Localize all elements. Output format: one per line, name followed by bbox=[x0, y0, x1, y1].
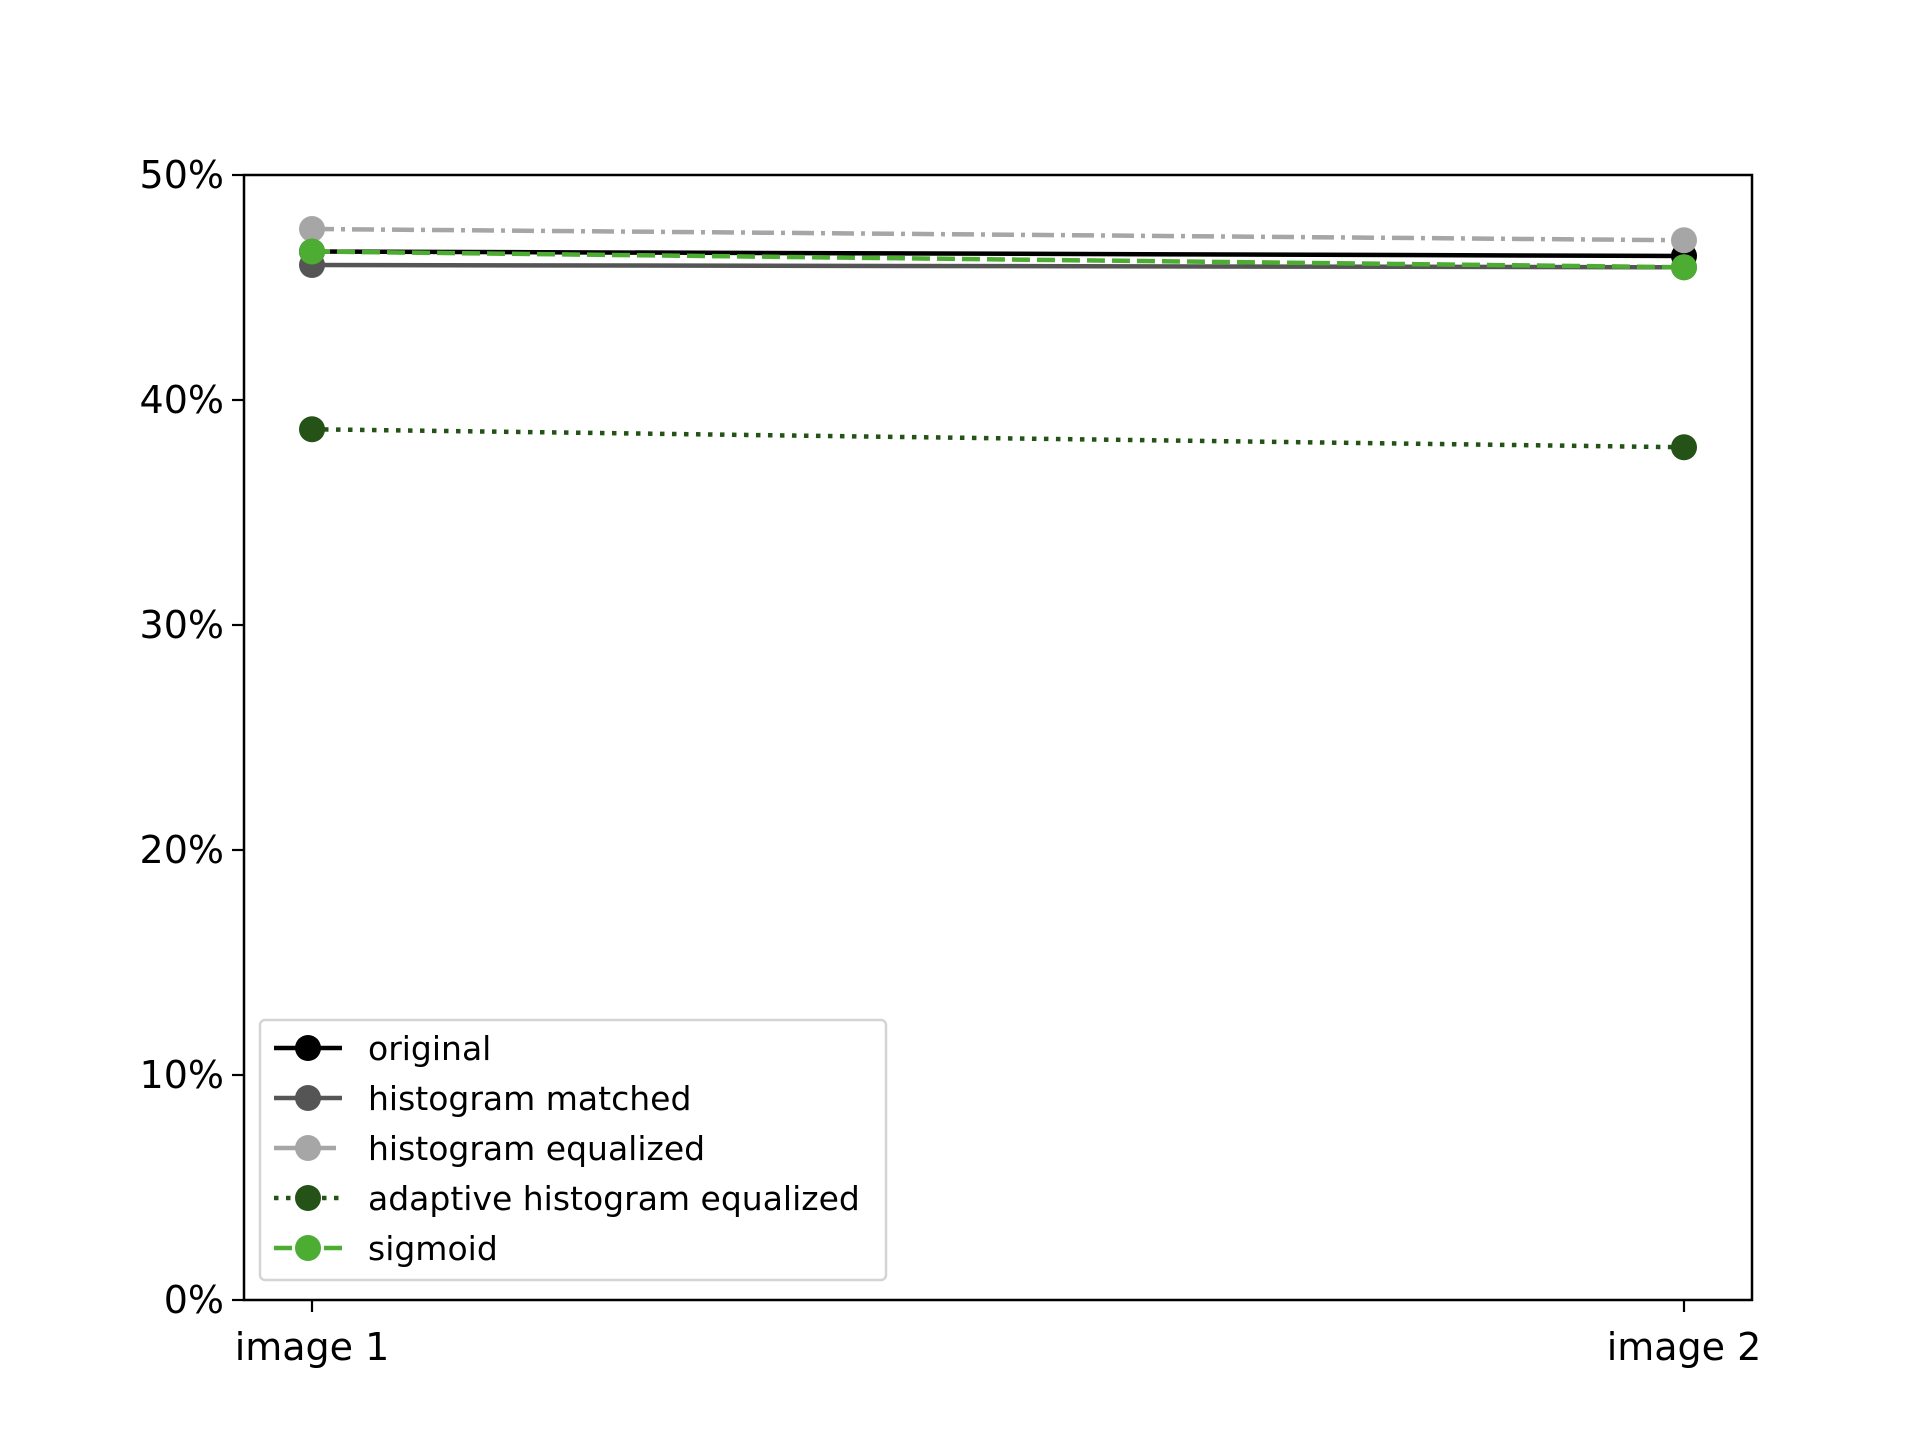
y-tick-label: 20% bbox=[140, 828, 224, 872]
y-tick-label: 0% bbox=[164, 1278, 224, 1322]
data-point bbox=[1671, 434, 1697, 461]
series-histogram-equalized bbox=[299, 216, 1697, 254]
y-tick-label: 40% bbox=[140, 378, 224, 422]
legend-marker bbox=[295, 1085, 321, 1111]
series-sigmoid bbox=[299, 238, 1697, 281]
legend-label: adaptive histogram equalized bbox=[368, 1179, 860, 1218]
x-tick-label: image 2 bbox=[1607, 1325, 1762, 1369]
x-tick-label: image 1 bbox=[235, 1325, 390, 1369]
legend-marker bbox=[295, 1235, 321, 1261]
axes-layer: 0% 10% 20% 30% 40% 50% image 1 image 2 bbox=[140, 153, 1762, 1369]
series-line bbox=[311, 249, 1685, 270]
y-tick-label: 50% bbox=[140, 153, 224, 197]
data-point bbox=[299, 416, 325, 443]
plot-frame bbox=[242, 173, 1754, 1302]
data-point bbox=[299, 216, 325, 242]
series-adaptive-histogram-equalized bbox=[299, 416, 1697, 461]
y-tick-label: 30% bbox=[140, 603, 224, 647]
legend: original histogram matched histogram equal… bbox=[258, 1018, 888, 1282]
series-layer bbox=[299, 216, 1697, 461]
legend-marker bbox=[295, 1185, 321, 1211]
data-point bbox=[1671, 227, 1697, 254]
series-line bbox=[311, 427, 1685, 450]
series-line bbox=[311, 262, 1685, 270]
legend-label: sigmoid bbox=[368, 1229, 498, 1268]
legend-marker bbox=[295, 1135, 321, 1161]
data-point bbox=[1671, 254, 1697, 281]
legend-label: original bbox=[368, 1029, 491, 1068]
legend-marker bbox=[295, 1035, 321, 1061]
data-point bbox=[299, 238, 325, 265]
legend-label: histogram matched bbox=[368, 1079, 691, 1118]
y-tick-label: 10% bbox=[140, 1053, 224, 1097]
legend-label: histogram equalized bbox=[368, 1129, 705, 1168]
series-line bbox=[311, 226, 1685, 243]
legend-box bbox=[258, 1018, 888, 1282]
